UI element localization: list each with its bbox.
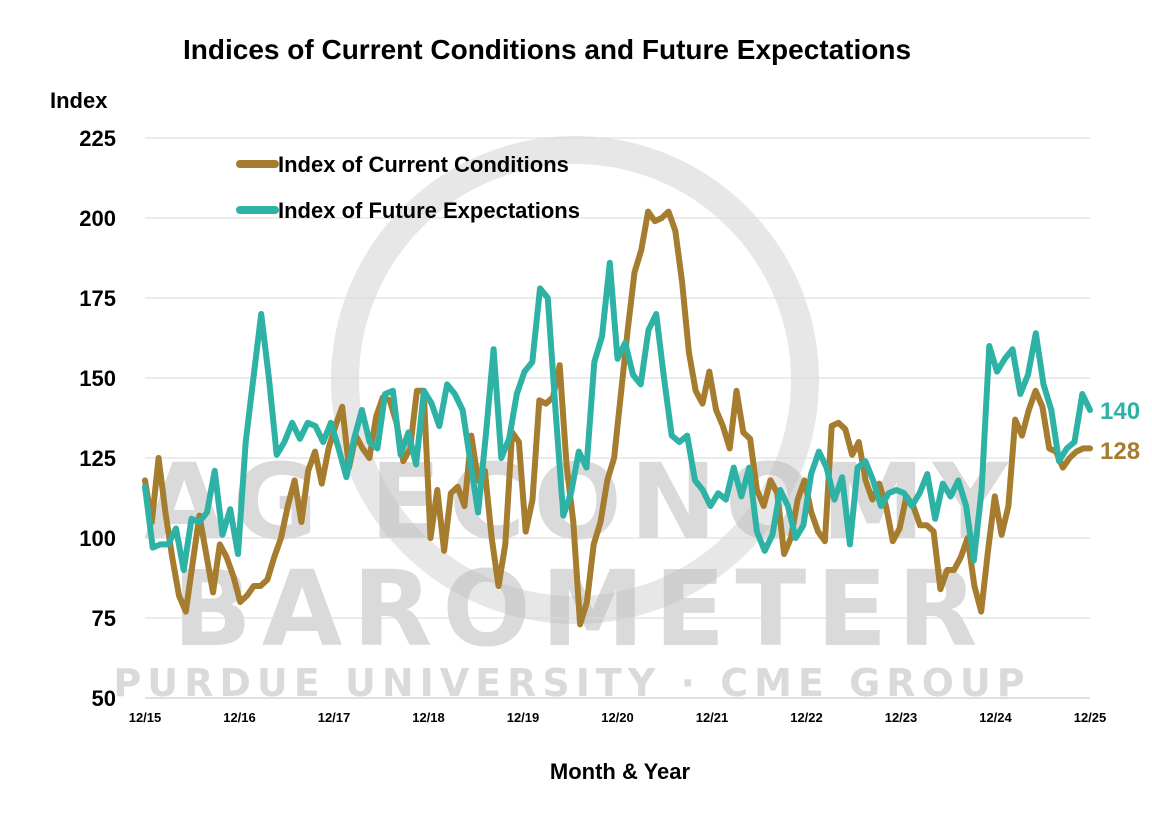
x-tick-label: 12/25 — [1074, 710, 1107, 725]
chart-title: Indices of Current Conditions and Future… — [183, 34, 911, 65]
y-tick-label: 50 — [92, 686, 116, 711]
x-tick-label: 12/24 — [979, 710, 1012, 725]
x-tick-label: 12/17 — [318, 710, 351, 725]
series-line-current — [142, 208, 1093, 628]
x-tick-label: 12/18 — [412, 710, 445, 725]
legend: Index of Current Conditions Index of Fut… — [236, 152, 580, 223]
x-axis-ticks: 12/15 12/16 12/17 12/18 12/19 12/20 12/21 12/22… — [129, 710, 1107, 725]
y-tick-label: 175 — [79, 286, 116, 311]
x-tick-label: 12/19 — [507, 710, 540, 725]
watermark: AG ECONOMY BAROMETER PURDUE UNIVERSITY ·… — [113, 136, 1025, 705]
watermark-dial-icon — [331, 136, 819, 624]
x-tick-label: 12/22 — [790, 710, 823, 725]
x-tick-label: 12/16 — [223, 710, 256, 725]
y-axis-ticks: 50 75 100 125 150 175 200 225 — [79, 126, 116, 711]
x-axis-label: Month & Year — [550, 759, 691, 784]
y-tick-label: 75 — [92, 606, 116, 631]
x-tick-label: 12/23 — [885, 710, 918, 725]
x-tick-label: 12/20 — [601, 710, 634, 725]
y-tick-label: 125 — [79, 446, 116, 471]
y-axis-label: Index — [50, 88, 108, 113]
y-tick-label: 150 — [79, 366, 116, 391]
y-tick-label: 100 — [79, 526, 116, 551]
series-line-future — [142, 259, 1093, 573]
x-tick-label: 12/15 — [129, 710, 162, 725]
y-tick-label: 200 — [79, 206, 116, 231]
x-tick-label: 12/21 — [696, 710, 729, 725]
y-tick-label: 225 — [79, 126, 116, 151]
legend-label-current: Index of Current Conditions — [278, 152, 569, 177]
legend-label-future: Index of Future Expectations — [278, 198, 580, 223]
end-label-current: 128 — [1100, 438, 1140, 465]
series-lines — [142, 208, 1093, 628]
end-label-future: 140 — [1100, 398, 1140, 425]
